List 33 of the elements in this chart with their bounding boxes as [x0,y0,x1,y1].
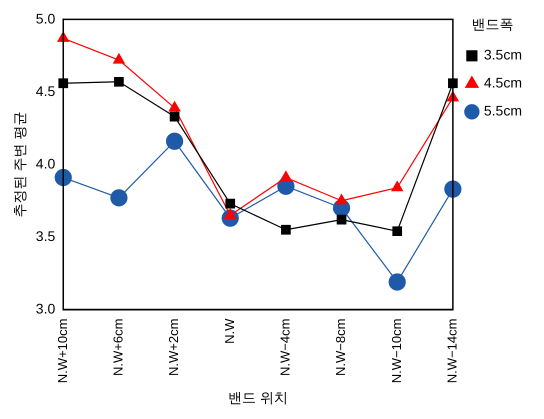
y-tick-label: 3.5 [36,228,56,244]
legend-label: 3.5cm [484,46,522,63]
y-tick-label: 5.0 [36,10,56,26]
point [336,194,348,204]
y-tick-label: 3.0 [36,300,56,316]
point [168,101,180,112]
x-tick-label: N.W−14cm [444,318,460,384]
point [110,189,128,206]
point [225,198,236,208]
point [280,170,292,182]
y-tick-label: 4.0 [36,155,56,172]
point [166,132,184,150]
y-axis-title: 추정된 주변 평균 [11,112,28,218]
x-tick-label: N.W−10cm [388,318,404,384]
point [114,76,124,87]
point [281,224,291,235]
point [391,181,404,192]
x-tick-label: N.W+10cm [54,318,70,384]
point [336,214,346,224]
point [113,53,125,64]
x-tick-label: N.W+6cm [110,318,126,376]
x-tick-label: N.W+2cm [166,318,182,376]
legend-label: 4.5cm [484,74,522,91]
legend-title: 밴드폭 [471,16,514,32]
x-tick-label: N.W−4cm [277,318,292,376]
point [388,273,406,291]
y-tick-label: 4.5 [36,82,56,99]
point [392,226,402,236]
x-axis-title: 밴드 위치 [228,389,288,406]
x-tick-label: N.W [222,318,237,344]
x-tick-label: N.W−8cm [333,318,348,376]
point [170,112,180,122]
legend-label: 5.5cm [484,102,522,119]
